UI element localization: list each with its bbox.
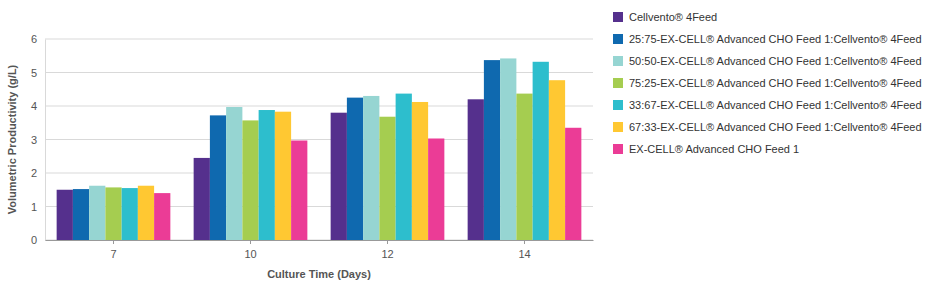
bar: [259, 110, 275, 240]
x-tick-label: 14: [518, 248, 530, 260]
legend-label: EX-CELL® Advanced CHO Feed 1: [629, 143, 799, 155]
y-tick: 6: [31, 33, 45, 45]
legend-label: 33:67-EX-CELL® Advanced CHO Feed 1:Cellv…: [629, 99, 922, 111]
bars: [57, 58, 582, 240]
legend-label: Cellvento® 4Feed: [629, 11, 717, 23]
bar: [105, 187, 121, 240]
x-axis: 7 10 12 14: [46, 240, 594, 260]
x-axis-line: [46, 240, 594, 241]
y-tick: 1: [31, 201, 45, 213]
bar: [484, 60, 500, 240]
bar: [73, 189, 89, 240]
x-tick: 14: [518, 240, 530, 260]
bar: [154, 193, 170, 240]
bar: [500, 58, 516, 240]
bar: [122, 188, 138, 240]
series: [73, 60, 500, 240]
y-tick-label: 3: [31, 134, 37, 146]
y-tick: 5: [31, 67, 45, 79]
legend-item: Cellvento® 4Feed: [613, 11, 717, 23]
series: [122, 62, 549, 240]
series: [57, 99, 484, 240]
bar: [291, 141, 307, 240]
legend-item: EX-CELL® Advanced CHO Feed 1: [613, 143, 799, 155]
legend-swatch: [613, 56, 623, 66]
bar: [363, 96, 379, 240]
bar: [565, 128, 581, 240]
x-axis-title: Culture Time (Days): [267, 268, 371, 280]
x-tick: 10: [244, 240, 256, 260]
legend-swatch: [613, 12, 623, 22]
x-tick-mark: [113, 240, 114, 244]
bar: [533, 62, 549, 240]
bar: [242, 120, 258, 240]
plot: 01234567101214: [31, 33, 594, 260]
legend-swatch: [613, 34, 623, 44]
legend-swatch: [613, 100, 623, 110]
legend-label: 75:25-EX-CELL® Advanced CHO Feed 1:Cellv…: [629, 77, 922, 89]
legend-swatch: [613, 144, 623, 154]
legend-item: 75:25-EX-CELL® Advanced CHO Feed 1:Cellv…: [613, 77, 922, 89]
y-tick-label: 1: [31, 201, 37, 213]
series: [138, 80, 565, 240]
bar: [428, 138, 444, 240]
bar: [468, 99, 484, 240]
legend: Cellvento® 4Feed 25:75-EX-CELL® Advanced …: [613, 11, 922, 155]
bar: [226, 107, 242, 240]
y-tick-label: 0: [31, 234, 37, 246]
y-tick: 2: [31, 167, 45, 179]
chart-container: 01234567101214Culture Time (Days)Volumet…: [0, 0, 950, 288]
y-tick-label: 4: [31, 100, 37, 112]
y-axis-line: [45, 40, 46, 241]
x-tick-mark: [524, 240, 525, 244]
y-tick: 3: [31, 134, 45, 146]
bar: [331, 113, 347, 240]
legend-swatch: [613, 78, 623, 88]
x-tick-mark: [250, 240, 251, 244]
y-axis-title: Volumetric Productivity (g/L): [6, 64, 18, 214]
bar: [347, 98, 363, 240]
series: [105, 94, 532, 240]
bar: [516, 94, 532, 240]
x-tick: 12: [381, 240, 393, 260]
bar: [89, 186, 105, 240]
chart-svg: 01234567101214Culture Time (Days)Volumet…: [0, 0, 950, 288]
bar: [57, 190, 73, 240]
legend-item: 25:75-EX-CELL® Advanced CHO Feed 1:Cellv…: [613, 33, 922, 45]
y-tick-label: 6: [31, 33, 37, 45]
bar: [549, 80, 565, 240]
y-tick: 4: [31, 100, 45, 112]
bar: [275, 112, 291, 240]
series: [154, 128, 581, 240]
legend-item: 50:50-EX-CELL® Advanced CHO Feed 1:Cellv…: [613, 55, 922, 67]
legend-label: 25:75-EX-CELL® Advanced CHO Feed 1:Cellv…: [629, 33, 922, 45]
x-tick-mark: [387, 240, 388, 244]
y-tick-label: 5: [31, 67, 37, 79]
bar: [412, 102, 428, 240]
y-axis: 0 1 2 3 4 5 6: [31, 33, 46, 246]
y-tick-label: 2: [31, 167, 37, 179]
grid-line: [45, 39, 593, 40]
legend-item: 33:67-EX-CELL® Advanced CHO Feed 1:Cellv…: [613, 99, 922, 111]
x-tick-label: 7: [110, 248, 116, 260]
legend-swatch: [613, 122, 623, 132]
x-tick-label: 10: [244, 248, 256, 260]
bar: [396, 94, 412, 240]
legend-label: 50:50-EX-CELL® Advanced CHO Feed 1:Cellv…: [629, 55, 922, 67]
series: [89, 58, 516, 240]
y-tick: 0: [31, 234, 45, 246]
legend-item: 67:33-EX-CELL® Advanced CHO Feed 1:Cellv…: [613, 121, 922, 133]
x-tick-label: 12: [381, 248, 393, 260]
bar: [194, 158, 210, 240]
bar: [210, 115, 226, 240]
x-tick: 7: [110, 240, 116, 260]
bar: [379, 117, 395, 240]
legend-label: 67:33-EX-CELL® Advanced CHO Feed 1:Cellv…: [629, 121, 922, 133]
grid: [45, 39, 593, 240]
bar: [138, 186, 154, 240]
